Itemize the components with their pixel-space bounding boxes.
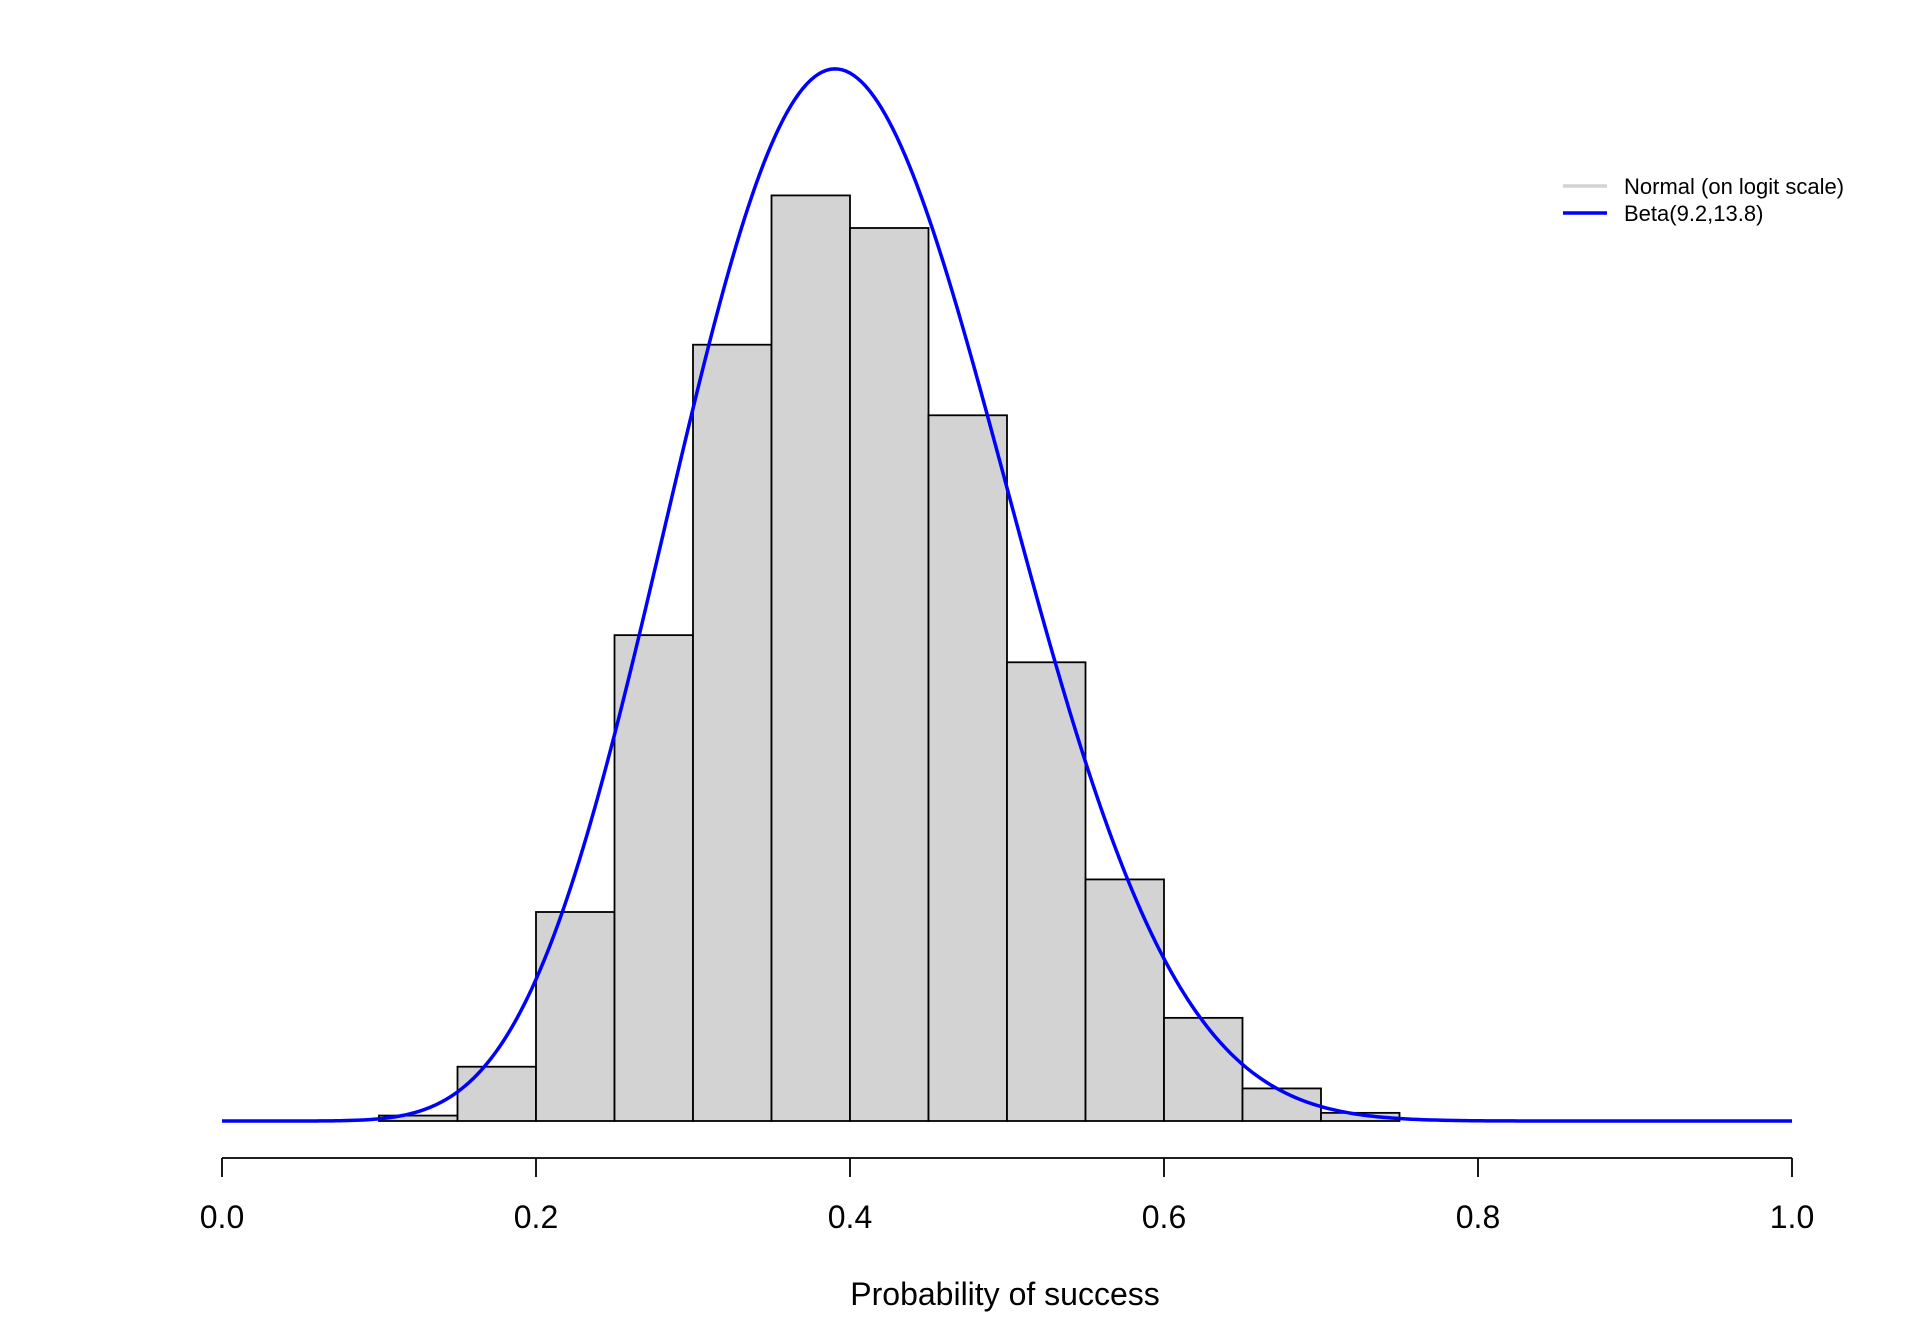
- histogram-bar: [770, 194, 851, 1122]
- histogram-bar: [1241, 1087, 1322, 1122]
- x-tick-label: 0.0: [200, 1199, 244, 1235]
- x-tick-label: 0.4: [828, 1199, 872, 1235]
- histogram-bar: [1006, 661, 1087, 1122]
- density-curves: [222, 67, 1792, 1123]
- legend-label-beta: Beta(9.2,13.8): [1624, 201, 1763, 226]
- histogram-bar: [613, 634, 694, 1122]
- histogram-bar: [1163, 1016, 1244, 1122]
- x-tick-label: 0.6: [1142, 1199, 1186, 1235]
- histogram-bar: [927, 414, 1008, 1122]
- histogram-bars: [378, 194, 1401, 1122]
- legend: Normal (on logit scale) Beta(9.2,13.8): [1563, 174, 1844, 226]
- x-axis: 0.0 0.2 0.4 0.6 0.8 1.0: [200, 1157, 1814, 1235]
- x-tick-label: 0.8: [1456, 1199, 1500, 1235]
- histogram-bar: [692, 343, 773, 1122]
- x-tick-label: 0.2: [514, 1199, 558, 1235]
- histogram-bar: [1084, 878, 1165, 1122]
- x-axis-title: Probability of success: [850, 1276, 1159, 1312]
- legend-label-normal: Normal (on logit scale): [1624, 174, 1844, 199]
- histogram-bar: [456, 1065, 537, 1122]
- histogram-bar: [535, 911, 616, 1122]
- beta-density-line: [222, 67, 1792, 1123]
- histogram-bar: [849, 227, 930, 1122]
- x-tick-label: 1.0: [1770, 1199, 1814, 1235]
